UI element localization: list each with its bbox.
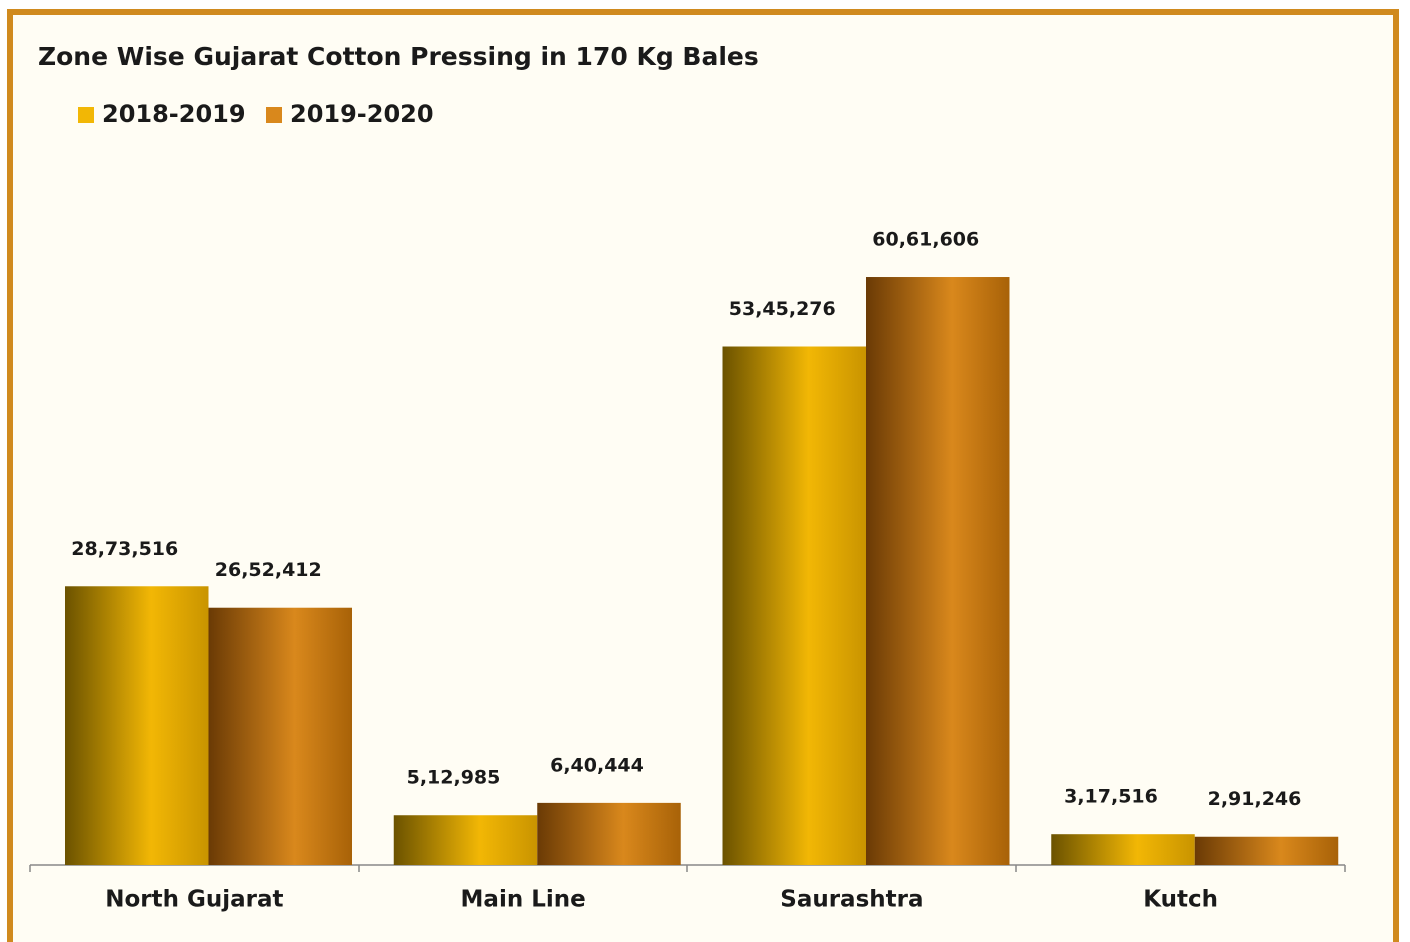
data-label: 60,61,606	[872, 229, 979, 251]
axis-ticks	[29, 865, 1346, 872]
data-label: 6,40,444	[550, 754, 644, 776]
legend-label: 2018-2019	[102, 100, 246, 128]
bar	[866, 277, 1010, 865]
data-label: 3,17,516	[1064, 786, 1158, 808]
bar	[1194, 836, 1339, 865]
data-label: 2,91,246	[1208, 788, 1302, 810]
bar	[537, 802, 681, 865]
x-tick-label: Kutch	[1143, 887, 1218, 913]
legend-swatch	[266, 107, 282, 123]
data-label: 5,12,985	[407, 767, 501, 789]
x-tick-label: North Gujarat	[105, 887, 283, 913]
bar	[1051, 834, 1195, 865]
bar	[65, 586, 209, 865]
bar	[208, 607, 352, 865]
legend-swatch	[78, 107, 94, 123]
data-label: 53,45,276	[729, 298, 836, 320]
data-label: 26,52,412	[215, 559, 322, 581]
bar	[722, 346, 866, 865]
x-tick-label: Main Line	[461, 887, 586, 913]
data-label: 28,73,516	[71, 538, 178, 560]
x-tick-label: Saurashtra	[780, 887, 923, 913]
chart-title: Zone Wise Gujarat Cotton Pressing in 170…	[38, 42, 759, 71]
legend-label: 2019-2020	[290, 100, 434, 128]
bar	[393, 815, 538, 865]
